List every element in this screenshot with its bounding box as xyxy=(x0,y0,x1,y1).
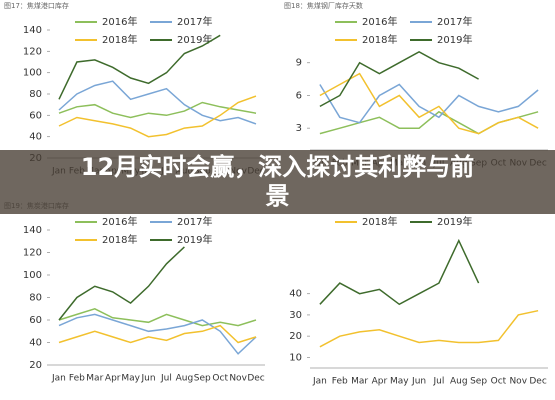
y-tick-label: 80 xyxy=(29,293,42,304)
x-tick-label: Sep xyxy=(470,377,487,387)
y-tick-label: 20 xyxy=(29,360,42,371)
legend-label: 2018年 xyxy=(362,215,397,228)
series-line xyxy=(58,313,257,355)
legend-label: 2019年 xyxy=(177,33,212,46)
legend-label: 2019年 xyxy=(177,233,212,246)
x-tick-label: Jun xyxy=(411,377,426,387)
x-tick-label: Jan xyxy=(51,374,66,384)
x-tick-label: Aug xyxy=(450,377,468,387)
y-tick-label: 140 xyxy=(23,25,42,36)
series-line xyxy=(58,324,257,344)
legend-label: 2017年 xyxy=(437,15,472,28)
x-tick-label: Oct xyxy=(212,374,228,384)
y-tick-label: 140 xyxy=(23,225,42,236)
legend-label: 2019年 xyxy=(437,33,472,46)
y-tick-label: 9 xyxy=(296,58,302,69)
x-tick-label: Sep xyxy=(194,374,211,384)
series-line xyxy=(319,110,539,135)
y-tick-label: 30 xyxy=(289,310,302,321)
banner-title: 12月实时会赢，深入探讨其利弊与前景 xyxy=(80,153,475,210)
legend-label: 2016年 xyxy=(102,215,137,228)
y-tick-label: 100 xyxy=(23,270,42,281)
x-tick-label: Nov xyxy=(509,377,527,387)
legend-label: 2017年 xyxy=(177,15,212,28)
chart-title: 图17：焦煤港口库存 xyxy=(4,1,69,10)
series-line xyxy=(58,34,221,100)
y-tick-label: 60 xyxy=(29,110,42,121)
x-tick-label: Mar xyxy=(86,374,103,384)
chart-title: 图18：焦煤钢厂库存天数 xyxy=(284,1,363,10)
legend-label: 2016年 xyxy=(102,15,137,28)
legend-label: 2019年 xyxy=(437,215,472,228)
y-tick-label: 120 xyxy=(23,248,42,259)
x-tick-label: May xyxy=(390,377,409,387)
y-tick-label: 40 xyxy=(29,338,42,349)
y-tick-label: 6 xyxy=(296,90,302,101)
x-tick-label: Oct xyxy=(491,377,507,387)
series-line xyxy=(319,309,539,348)
y-tick-label: 3 xyxy=(296,123,302,134)
x-tick-label: May xyxy=(121,374,140,384)
x-tick-label: Aug xyxy=(176,374,194,384)
x-tick-label: Dec xyxy=(529,377,546,387)
legend-label: 2017年 xyxy=(177,215,212,228)
x-tick-label: Jun xyxy=(141,374,156,384)
series-line xyxy=(58,307,257,327)
series-line xyxy=(58,101,257,119)
legend-label: 2018年 xyxy=(362,33,397,46)
banner: 12月实时会赢，深入探讨其利弊与前景 xyxy=(0,150,555,214)
y-tick-label: 10 xyxy=(289,352,302,363)
x-tick-label: Apr xyxy=(372,377,388,387)
y-tick-label: 60 xyxy=(29,315,42,326)
x-tick-label: Dec xyxy=(247,374,264,384)
series-line xyxy=(319,83,539,124)
series-line xyxy=(58,95,257,138)
legend-label: 2016年 xyxy=(362,15,397,28)
x-tick-label: Feb xyxy=(332,377,348,387)
series-line xyxy=(319,72,539,135)
series-line xyxy=(58,246,185,321)
y-tick-label: 20 xyxy=(289,331,302,342)
x-tick-label: Nov xyxy=(229,374,247,384)
y-tick-label: 40 xyxy=(289,289,302,300)
legend-label: 2018年 xyxy=(102,233,137,246)
x-tick-label: Mar xyxy=(351,377,368,387)
y-tick-label: 100 xyxy=(23,68,42,79)
series-line xyxy=(319,50,479,108)
x-tick-label: Jul xyxy=(160,374,172,384)
y-tick-label: 80 xyxy=(29,89,42,100)
x-tick-label: Apr xyxy=(105,374,121,384)
series-line xyxy=(319,238,480,306)
y-tick-label: 120 xyxy=(23,46,42,57)
series-line xyxy=(58,80,257,125)
x-tick-label: Jul xyxy=(432,377,444,387)
y-tick-label: 40 xyxy=(29,132,42,143)
x-tick-label: Jan xyxy=(312,377,327,387)
x-tick-label: Feb xyxy=(69,374,85,384)
legend-label: 2018年 xyxy=(102,33,137,46)
